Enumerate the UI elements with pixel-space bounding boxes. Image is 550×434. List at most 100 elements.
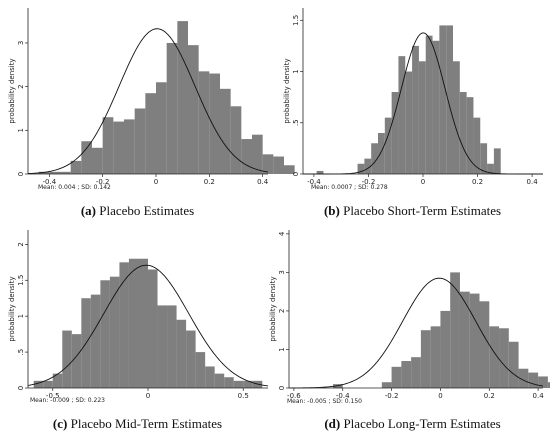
histogram-bar bbox=[450, 272, 460, 388]
x-tick-label: -0.2 bbox=[362, 178, 376, 186]
histogram-bar bbox=[508, 341, 519, 388]
histogram-bar bbox=[398, 56, 406, 174]
histogram-bar bbox=[528, 372, 539, 388]
histogram-bar bbox=[332, 384, 343, 388]
y-axis-title: probability density bbox=[269, 276, 277, 341]
caption-label-d: (d) bbox=[324, 416, 341, 431]
x-tick-label: 0 bbox=[146, 392, 150, 400]
y-tick-label: 1.5 bbox=[17, 275, 25, 286]
histogram-bar bbox=[479, 301, 490, 388]
histogram-bar bbox=[473, 117, 481, 174]
histogram-bar bbox=[62, 330, 72, 388]
x-tick-label: -0.2 bbox=[385, 392, 399, 400]
histogram-bar bbox=[425, 35, 433, 174]
normal-density-curve bbox=[288, 277, 544, 389]
stats-d: Mean: -0.005 ; SD: 0.150 bbox=[287, 398, 362, 405]
caption-a: (a) Placebo Estimates bbox=[0, 203, 275, 219]
histogram-bar bbox=[401, 361, 412, 388]
histogram-bar bbox=[241, 139, 252, 174]
histogram-bar bbox=[71, 334, 82, 388]
histogram-bar bbox=[233, 380, 244, 388]
histogram-bar bbox=[384, 117, 392, 174]
caption-label-c: (c) bbox=[52, 416, 68, 431]
histogram-bar bbox=[493, 148, 501, 174]
histogram-bar bbox=[188, 45, 199, 175]
histogram-bar bbox=[128, 258, 139, 388]
caption-text-b: Placebo Short-Term Estimates bbox=[343, 203, 502, 218]
normal-density-curve bbox=[27, 28, 269, 175]
histogram-bar bbox=[176, 319, 187, 388]
y-tick-label: 3 bbox=[278, 270, 286, 274]
x-tick-label: -0.2 bbox=[96, 178, 110, 186]
histogram-bar bbox=[205, 366, 215, 388]
y-tick-label: 2 bbox=[17, 84, 25, 88]
histogram-bar bbox=[198, 71, 210, 174]
histogram-bar bbox=[243, 380, 253, 388]
histogram-bar bbox=[230, 106, 242, 174]
stats-b: Mean: 0.0007 ; SD: 0.278 bbox=[311, 184, 388, 191]
histogram-bar bbox=[92, 147, 103, 174]
histogram-bar bbox=[60, 171, 71, 174]
x-tick-label: 0 bbox=[438, 392, 442, 400]
histogram-bar bbox=[518, 368, 529, 388]
histogram-bar bbox=[430, 326, 441, 388]
histogram-bar bbox=[33, 380, 44, 388]
histogram-bar bbox=[70, 160, 82, 174]
histogram-bar bbox=[439, 25, 447, 174]
y-tick-label: .5 bbox=[17, 349, 25, 356]
histogram-bar bbox=[405, 71, 413, 174]
histogram-bar bbox=[157, 305, 168, 388]
histogram-bar bbox=[166, 42, 178, 174]
caption-text-c: Placebo Mid-Term Estimates bbox=[70, 416, 223, 431]
histogram-bar bbox=[538, 376, 548, 388]
histogram-bar bbox=[391, 366, 402, 388]
histogram-bar bbox=[148, 269, 158, 388]
histogram-bar bbox=[412, 45, 419, 175]
x-tick-label: 0.2 bbox=[484, 392, 495, 400]
histogram-bar bbox=[378, 133, 385, 174]
histogram-bar bbox=[432, 40, 440, 174]
histogram-bar bbox=[547, 382, 550, 388]
y-tick-label: 2 bbox=[278, 309, 286, 313]
histogram-bar bbox=[371, 143, 378, 174]
y-tick-label: 1 bbox=[278, 347, 286, 351]
histogram-bar bbox=[252, 134, 263, 174]
caption-d: (d) Placebo Long-Term Estimates bbox=[275, 416, 550, 432]
histogram-bar bbox=[195, 352, 206, 388]
y-tick-label: 0 bbox=[278, 386, 286, 390]
y-tick-label: 1 bbox=[17, 128, 25, 132]
histogram-bar bbox=[466, 97, 474, 174]
histogram-bar bbox=[81, 141, 92, 174]
x-tick-label: 0.2 bbox=[472, 178, 483, 186]
histogram-bar bbox=[138, 258, 148, 388]
y-tick-label: 1.5 bbox=[292, 15, 300, 26]
histogram-bar bbox=[177, 21, 188, 175]
caption-text-a: Placebo Estimates bbox=[99, 203, 195, 218]
normal-density-curve bbox=[27, 264, 269, 387]
histogram-bar bbox=[186, 330, 196, 388]
histogram-bar bbox=[364, 158, 372, 174]
histogram-bar bbox=[156, 82, 167, 174]
histogram-bar bbox=[90, 294, 101, 388]
y-tick-label: 0 bbox=[17, 172, 25, 176]
histogram-bar bbox=[446, 25, 453, 174]
histogram-bar bbox=[284, 165, 295, 174]
x-tick-label: -0.4 bbox=[307, 178, 321, 186]
histogram-bar bbox=[102, 117, 114, 174]
x-tick-label: 0 bbox=[154, 178, 158, 186]
histogram-bar bbox=[145, 93, 156, 174]
x-tick-label: -0.4 bbox=[42, 178, 56, 186]
histogram-bar bbox=[480, 143, 488, 174]
caption-label-b: (b) bbox=[323, 203, 340, 218]
caption-text-d: Placebo Long-Term Estimates bbox=[343, 416, 501, 431]
y-axis-title: probability density bbox=[8, 276, 16, 341]
y-tick-label: 1 bbox=[292, 69, 300, 73]
chart-b: -0.4 -0.2 0 0.2 0.4 0 .5 1 1.5 probability densit… bbox=[283, 8, 543, 186]
histogram-bar bbox=[43, 380, 53, 388]
histogram-bar bbox=[49, 171, 60, 174]
histogram-bar bbox=[273, 156, 284, 174]
histogram-bar bbox=[124, 119, 135, 174]
panel-b: -0.4 -0.2 0 0.2 0.4 0 .5 1 1.5 probability densit… bbox=[275, 0, 550, 222]
caption-label-a: (a) bbox=[80, 203, 96, 218]
